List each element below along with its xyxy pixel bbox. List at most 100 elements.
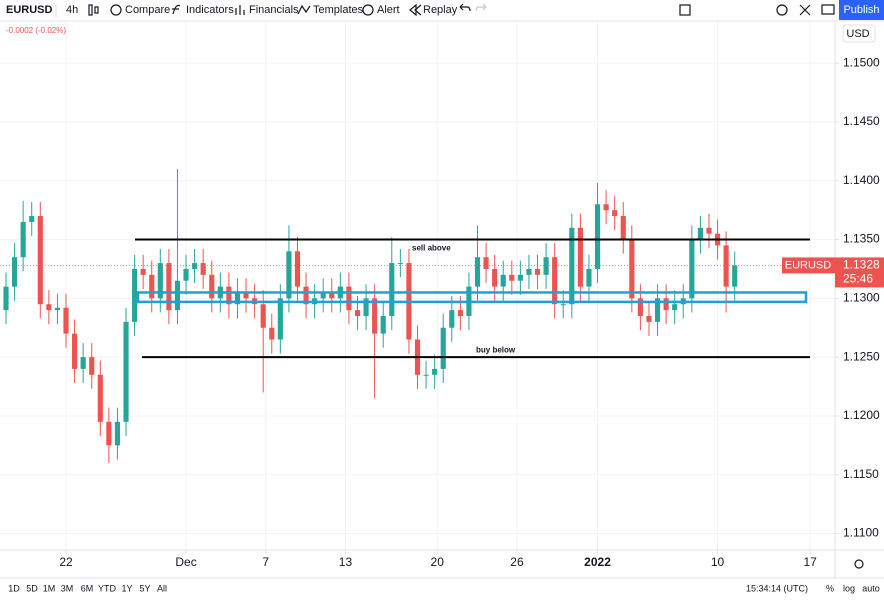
candle-body: [354, 310, 361, 316]
x-tick-label: 22: [59, 555, 73, 569]
candle-body: [54, 307, 61, 311]
candle-body: [346, 286, 352, 311]
x-tick-label: 2022: [584, 555, 611, 569]
candle-body: [63, 307, 69, 334]
indicators-icon[interactable]: [172, 4, 181, 15]
candle-body: [380, 315, 386, 334]
x-tick-label: 7: [262, 555, 269, 569]
y-tick-label: 1.1500: [843, 55, 880, 69]
x-tick-label: Dec: [175, 555, 196, 569]
scale-option[interactable]: log: [843, 583, 855, 593]
alert-icon[interactable]: [362, 4, 374, 16]
publish-button[interactable]: [839, 0, 884, 20]
candle-body: [646, 315, 652, 322]
candle-body: [449, 310, 455, 328]
undo-icon[interactable]: [459, 3, 471, 12]
candle-body: [620, 216, 626, 240]
range-button[interactable]: 5Y: [139, 583, 150, 593]
settings-icon[interactable]: [776, 4, 788, 16]
symbol[interactable]: EURUSD: [6, 4, 53, 16]
bottom-bar: 1D 5D 1M 3M 6M YTD 1Y 5Y All% log auto: [8, 583, 880, 593]
candle-body: [723, 245, 729, 287]
candle-body: [500, 274, 506, 287]
currency-select[interactable]: [842, 24, 876, 43]
candle-body: [432, 368, 438, 375]
candle-body: [560, 304, 566, 306]
candle-body: [594, 204, 601, 269]
x-tick-label: 13: [339, 555, 353, 569]
candle-body: [363, 298, 369, 316]
interval[interactable]: 4h: [66, 4, 78, 16]
candle-body: [140, 268, 146, 275]
candle-body: [80, 357, 86, 369]
candle-body: [29, 216, 35, 222]
candle-body: [440, 327, 446, 369]
range-button[interactable]: 3M: [61, 583, 74, 593]
fullscreen-icon[interactable]: [799, 4, 811, 16]
candle-body: [106, 421, 112, 446]
candle-body: [706, 227, 712, 234]
layout-icon[interactable]: [679, 4, 691, 16]
scale-option[interactable]: %: [826, 583, 834, 593]
candle-body: [697, 227, 703, 240]
annotation: buy below: [476, 345, 516, 354]
candle-body: [372, 298, 378, 334]
annotation: sell above: [412, 244, 451, 253]
candle-body: [483, 257, 489, 269]
candle-body: [320, 292, 326, 299]
toolbar-button[interactable]: Compare: [125, 4, 170, 16]
range-button[interactable]: 6M: [81, 583, 94, 593]
toolbar-button[interactable]: Financials: [249, 4, 299, 16]
toolbar-button[interactable]: Alert: [377, 4, 400, 16]
range-button[interactable]: 1M: [43, 583, 56, 593]
candle-body: [457, 310, 463, 316]
last-price: 1.1328: [843, 258, 880, 272]
range-button[interactable]: 1Y: [121, 583, 132, 593]
candle-body: [397, 263, 403, 265]
candle-body: [294, 251, 301, 287]
toolbar-button[interactable]: Replay: [423, 4, 458, 16]
x-tick-label: 17: [803, 555, 817, 569]
last-price-tag: [835, 257, 884, 288]
bar-style-icon[interactable]: [88, 4, 99, 16]
range-button[interactable]: YTD: [98, 583, 117, 593]
candle-body: [689, 239, 695, 299]
candle-body: [183, 268, 189, 281]
x-tick-label: 26: [510, 555, 524, 569]
financials-icon[interactable]: [235, 5, 245, 15]
candle-body: [260, 304, 266, 328]
axis-settings-icon[interactable]: [854, 559, 864, 569]
toolbar-button[interactable]: Indicators: [186, 4, 234, 16]
candle-body: [20, 221, 26, 258]
candle-body: [577, 227, 583, 287]
candle-body: [543, 257, 549, 275]
toolbar: [0, 0, 884, 21]
scale-option[interactable]: auto: [862, 583, 880, 593]
templates-icon[interactable]: [297, 4, 311, 15]
candle-body: [226, 286, 232, 305]
candle-body: [534, 268, 541, 275]
candle-body: [89, 357, 95, 375]
replay-icon[interactable]: [409, 3, 422, 17]
compare-icon[interactable]: [110, 4, 122, 16]
snapshot-icon[interactable]: [821, 4, 835, 15]
y-tick-label: 1.1150: [843, 467, 879, 481]
candle-body: [157, 263, 163, 299]
zone: [136, 291, 808, 304]
candle-body: [166, 263, 172, 311]
redo-icon[interactable]: [475, 3, 487, 12]
candle-body: [517, 274, 523, 281]
currency[interactable]: USD: [846, 28, 869, 40]
y-tick-label: 1.1350: [843, 232, 880, 246]
range-button[interactable]: All: [157, 583, 167, 593]
candle-body: [303, 286, 309, 305]
toolbar-button[interactable]: Templates: [313, 4, 364, 16]
y-tick-label: 1.1400: [843, 173, 880, 187]
candle-body: [663, 298, 669, 311]
range-button[interactable]: 1D: [8, 583, 20, 593]
change: -0.0002 (-0.02%): [6, 26, 66, 35]
candle-body: [149, 274, 155, 299]
candle-body: [637, 298, 643, 316]
publish-label[interactable]: Publish: [843, 4, 879, 16]
range-button[interactable]: 5D: [26, 583, 38, 593]
